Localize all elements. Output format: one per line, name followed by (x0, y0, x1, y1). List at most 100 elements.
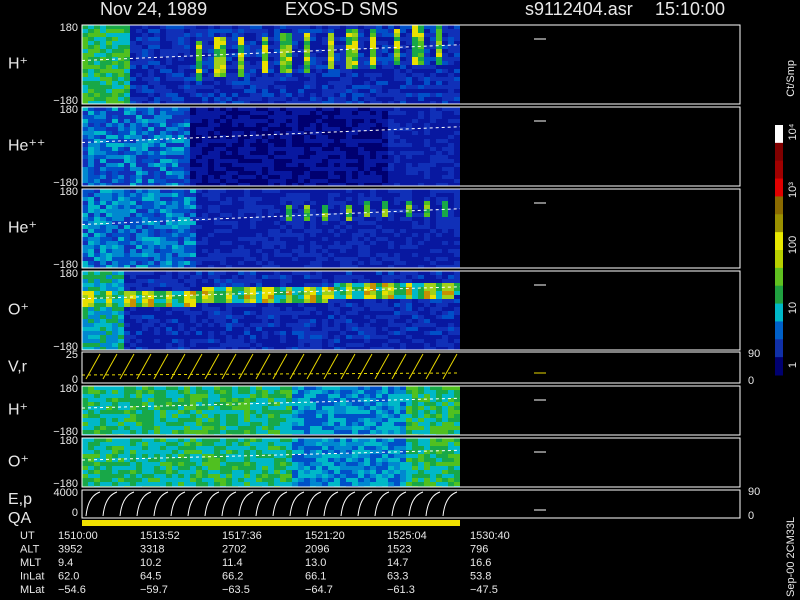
spectrogram-cell (172, 167, 178, 171)
spectrogram-cell (226, 111, 232, 115)
spectrogram-cell (190, 319, 196, 323)
spectrogram-cell (352, 225, 358, 229)
spectrogram-cell (94, 221, 100, 225)
spectrogram-cell (250, 93, 256, 97)
spectrogram-cell (364, 335, 370, 339)
spectrogram-cell (250, 123, 256, 127)
spectrogram-cell (274, 197, 280, 201)
spectrogram-cell (400, 159, 406, 163)
spectrogram-cell (82, 339, 88, 343)
spectrogram-cell (382, 339, 388, 343)
spectrogram-cell (442, 123, 448, 127)
spectrogram-cell (118, 139, 124, 143)
spectrogram-cell (346, 25, 352, 29)
spectrogram-cell (166, 53, 172, 57)
spectrogram-cell (166, 151, 172, 155)
spectrogram-cell (352, 287, 358, 291)
spectrogram-cell (388, 33, 394, 37)
spectrogram-cell (298, 245, 304, 249)
spectrogram-cell (160, 249, 166, 253)
spectrogram-cell (136, 53, 142, 57)
spectrogram-cell (136, 253, 142, 257)
spectrogram-cell (106, 311, 112, 315)
spectrogram-cell (292, 249, 298, 253)
spectrogram-cell (106, 29, 112, 33)
spectrogram-cell (196, 245, 202, 249)
spectrogram-cell (340, 197, 346, 201)
spectrogram-cell (130, 287, 136, 291)
spectrogram-cell (154, 327, 160, 331)
spectrogram-cell (340, 225, 346, 229)
spectrogram-cell (322, 147, 328, 151)
spectrogram-cell (196, 217, 202, 221)
spectrogram-cell (346, 53, 352, 57)
spectrogram-cell (316, 179, 322, 183)
spectrogram-cell (100, 213, 106, 217)
spectrogram-cell (256, 139, 262, 143)
spectrogram-cell (304, 147, 310, 151)
spectrogram-cell (418, 291, 424, 295)
spectrogram-cell (328, 171, 334, 175)
spectrogram-cell (406, 275, 412, 279)
spectrogram-cell (124, 171, 130, 175)
spectrogram-cell (286, 183, 292, 186)
spectrogram-cell (178, 271, 184, 275)
spectrogram-cell (388, 265, 394, 268)
spectrogram-cell (406, 197, 412, 201)
spectrogram-cell (220, 107, 226, 111)
spectrogram-cell (412, 327, 418, 331)
spectrogram-cell (166, 155, 172, 159)
spectrogram-cell (436, 275, 442, 279)
spectrogram-cell (220, 201, 226, 205)
spectrogram-cell (166, 119, 172, 123)
spectrogram-cell (388, 179, 394, 183)
spectrogram-cell (370, 107, 376, 111)
spectrogram-cell (298, 65, 304, 69)
spectrogram-cell (244, 89, 250, 93)
spectrogram-cell (376, 291, 382, 295)
spectrogram-cell (400, 295, 406, 299)
spectrogram-cell (454, 221, 460, 225)
spectrogram-cell (406, 257, 412, 261)
spectrogram-cell (406, 229, 412, 233)
spectrogram-cell (118, 77, 124, 81)
spectrogram-cell (292, 69, 298, 73)
spectrogram-cell (136, 183, 142, 186)
spectrogram-cell (268, 221, 274, 225)
spectrogram-cell (280, 81, 286, 85)
spectrogram-cell (196, 343, 202, 347)
spectrogram-cell (298, 171, 304, 175)
spectrogram-cell (208, 303, 214, 307)
spectrogram-cell (346, 237, 352, 241)
spectrogram-cell (430, 279, 436, 283)
spectrogram-cell (298, 81, 304, 85)
spectrogram-cell (304, 257, 310, 261)
spectrogram-cell (406, 65, 412, 69)
spectrogram-cell (442, 69, 448, 73)
spectrogram-cell (376, 175, 382, 179)
spectrogram-cell (190, 107, 196, 111)
spectrogram-cell (202, 37, 208, 41)
spectrogram-cell (400, 209, 406, 213)
spectrogram-cell (238, 261, 244, 265)
spectrogram-cell (202, 241, 208, 245)
spectrogram-cell (376, 189, 382, 193)
spectrogram-cell (430, 45, 436, 49)
spectrogram-cell (286, 323, 292, 327)
spectrogram-cell (406, 335, 412, 339)
spectrogram-cell (106, 339, 112, 343)
spectrogram-cell (142, 61, 148, 65)
spectrogram-cell (124, 81, 130, 85)
spectrogram-cell (196, 209, 202, 213)
spectrogram-cell (232, 225, 238, 229)
spectrogram-cell (190, 115, 196, 119)
spectrogram-cell (184, 209, 190, 213)
spectrogram-cell (202, 171, 208, 175)
spectrogram-cell (196, 283, 202, 287)
spectrogram-cell (280, 73, 286, 77)
spectrogram-cell (136, 303, 142, 307)
spectrogram-cell (154, 257, 160, 261)
spectrogram-cell (130, 339, 136, 343)
spectrogram-cell (214, 53, 220, 57)
spectrogram-cell (142, 135, 148, 139)
